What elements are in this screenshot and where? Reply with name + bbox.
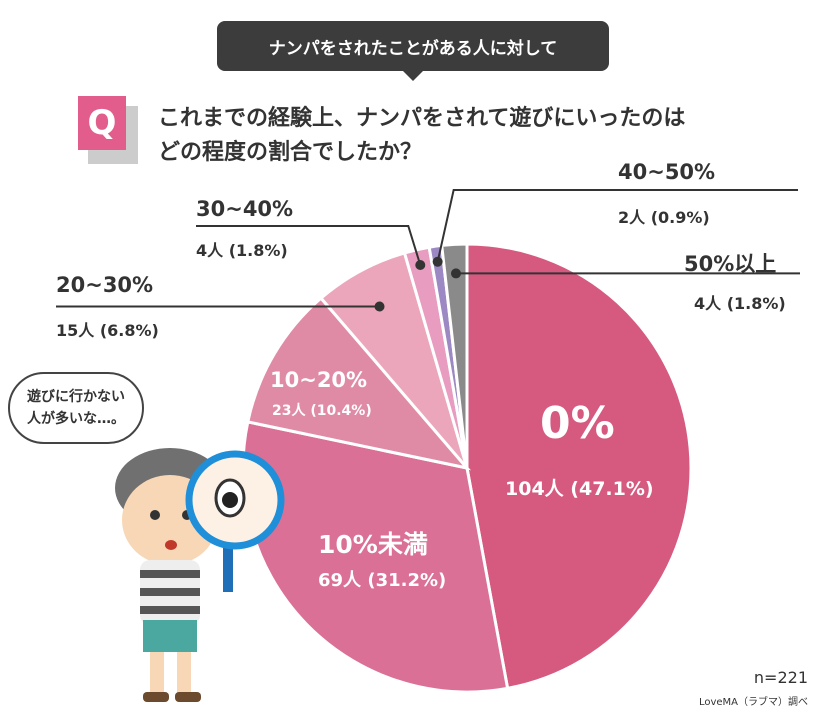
target-tag: ナンパをされたことがある人に対して — [217, 21, 609, 81]
sample-size: n=221 — [753, 668, 808, 687]
bubble-line-1: 遊びに行かない — [27, 389, 125, 405]
label-20-30: 20~30% — [56, 273, 154, 297]
q-badge: Q — [78, 96, 126, 150]
source: LoveMA（ラブマ）調べ — [698, 697, 808, 708]
question-line-1: これまでの経験上、ナンパをされて遊びにいったのは — [158, 106, 686, 131]
leader-dot — [415, 259, 426, 270]
bubble-line-2: 人が多いな…。 — [27, 411, 125, 427]
leader-line — [436, 189, 798, 262]
leader-dot — [450, 268, 461, 279]
label-10-20: 10~20% — [270, 368, 368, 392]
pie-slice — [246, 296, 472, 471]
value-10-20: 23人 (10.4%) — [272, 403, 372, 419]
value-0: 104人 (47.1%) — [505, 478, 654, 500]
pie-slice — [465, 242, 693, 691]
character-with-magnifier — [115, 448, 285, 702]
value-50-plus: 4人 (1.8%) — [694, 294, 786, 313]
value-40-50: 2人 (0.9%) — [618, 208, 710, 227]
label-under-10: 10%未満 — [318, 530, 428, 559]
leader-dot — [374, 301, 385, 312]
label-0: 0% — [540, 398, 615, 449]
label-40-50: 40~50% — [618, 160, 716, 184]
question: これまでの経験上、ナンパをされて遊びにいったのは どの程度の割合でしたか？ — [158, 102, 685, 170]
label-30-40: 30~40% — [196, 197, 294, 221]
value-under-10: 69人 (31.2%) — [318, 570, 447, 591]
question-line-2: どの程度の割合でしたか？ — [158, 140, 423, 165]
value-20-30: 15人 (6.8%) — [56, 321, 159, 340]
label-50-plus: 50%以上 — [684, 252, 777, 276]
leader-dot — [432, 256, 443, 267]
leader-line — [196, 225, 422, 266]
value-30-40: 4人 (1.8%) — [196, 241, 288, 260]
speech-bubble: 遊びに行かない 人が多いな…。 — [8, 372, 144, 444]
